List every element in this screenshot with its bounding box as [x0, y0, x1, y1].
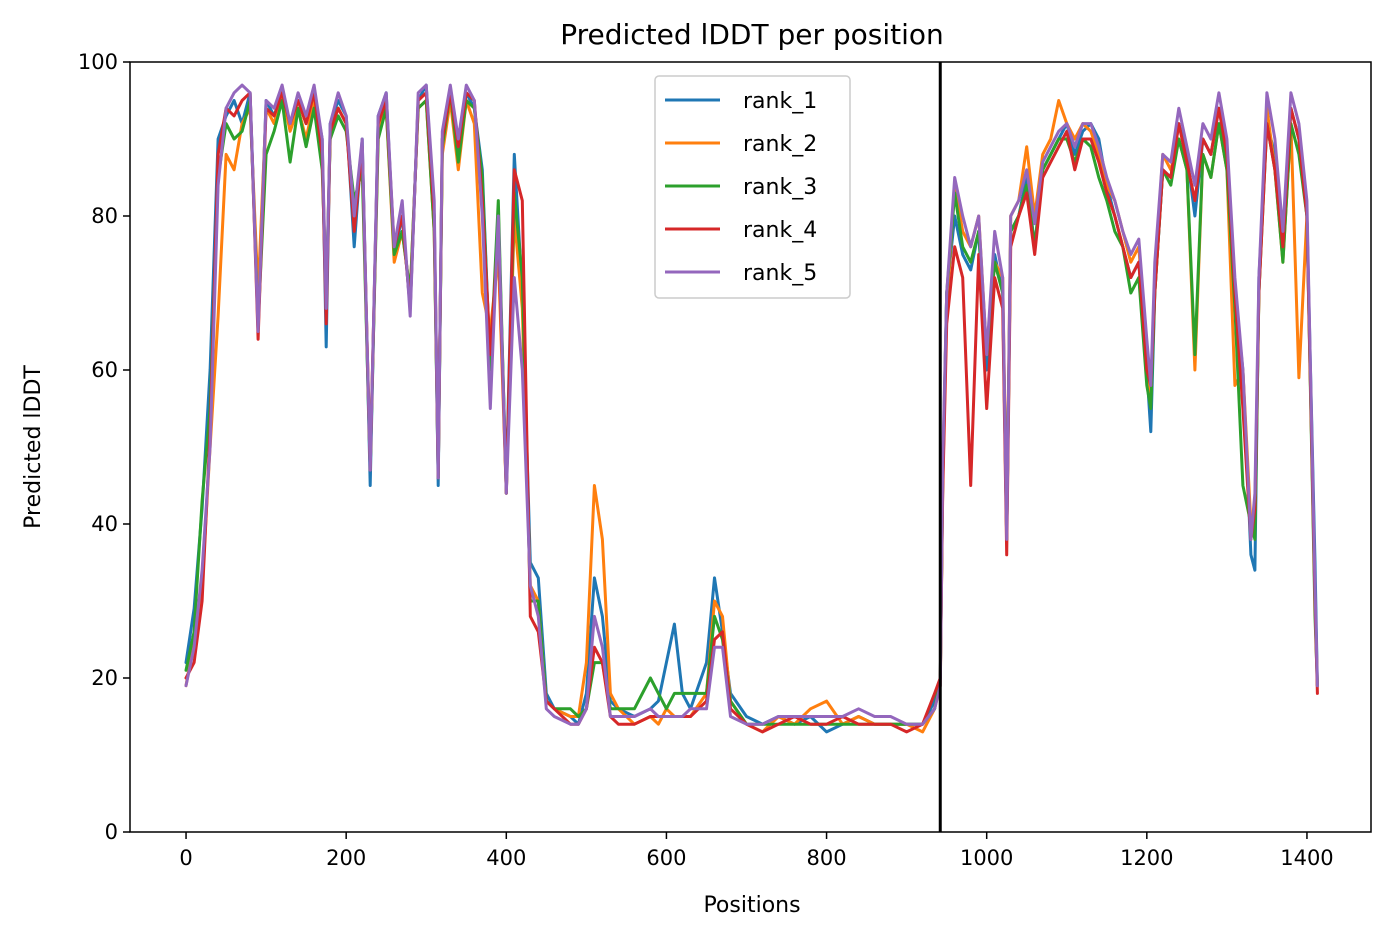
- y-tick-label: 60: [91, 358, 118, 382]
- y-tick-label: 20: [91, 666, 118, 690]
- x-tick-label: 400: [486, 846, 526, 870]
- legend-box: [654, 75, 851, 299]
- x-axis-ticks: 0 200 400 600 800 1000 1200 1400: [179, 832, 1334, 870]
- legend-label-rank-2: rank_2: [743, 132, 817, 157]
- plot-area-frame: [129, 61, 1372, 833]
- y-tick-label: 0: [105, 820, 118, 844]
- series-layer: [184, 83, 1319, 734]
- x-tick-label: 0: [179, 846, 192, 870]
- legend-label-rank-5: rank_5: [743, 261, 817, 286]
- legend-label-rank-1: rank_1: [743, 89, 817, 114]
- x-tick-label: 600: [646, 846, 686, 870]
- legend: rank_1 rank_2 rank_3 rank_4 rank_5: [654, 75, 851, 299]
- legend-label-rank-3: rank_3: [743, 175, 817, 200]
- x-tick-label: 200: [326, 846, 366, 870]
- y-tick-label: 100: [78, 50, 118, 74]
- legend-label-rank-4: rank_4: [743, 218, 817, 243]
- x-tick-label: 1000: [960, 846, 1013, 870]
- y-tick-label: 80: [91, 204, 118, 228]
- series-line-rank-5: [184, 83, 1319, 726]
- y-axis-ticks: 0 20 40 60 80 100: [78, 50, 130, 844]
- x-tick-label: 1200: [1120, 846, 1173, 870]
- x-tick-label: 800: [807, 846, 847, 870]
- y-tick-label: 40: [91, 512, 118, 536]
- x-tick-label: 1400: [1280, 846, 1333, 870]
- chart-title: Predicted lDDT per position: [560, 18, 944, 51]
- x-axis-label: Positions: [703, 893, 800, 918]
- y-axis-label: Predicted lDDT: [21, 365, 46, 529]
